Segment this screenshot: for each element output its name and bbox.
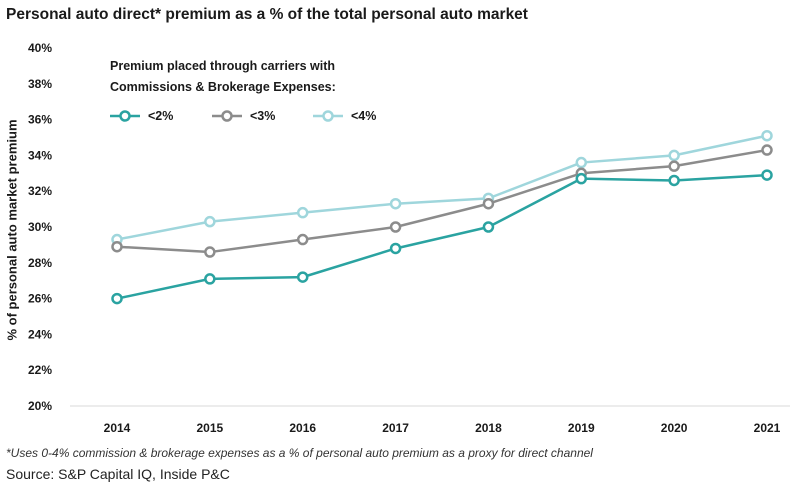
y-tick-label: 24% bbox=[28, 327, 52, 341]
y-tick-label: 22% bbox=[28, 363, 52, 377]
chart-title: Personal auto direct* premium as a % of … bbox=[6, 6, 528, 23]
data-point bbox=[389, 221, 402, 233]
data-point bbox=[761, 144, 773, 156]
x-tick-label: 2018 bbox=[475, 421, 502, 435]
x-tick-label: 2015 bbox=[197, 421, 224, 435]
legend: Premium placed through carriers with Com… bbox=[110, 59, 376, 123]
series-line bbox=[116, 134, 768, 241]
data-point bbox=[204, 215, 216, 228]
series-line bbox=[116, 148, 768, 254]
footnote: *Uses 0-4% commission & brokerage expens… bbox=[6, 446, 593, 460]
legend-items: <2% <3% <4% bbox=[110, 109, 376, 123]
legend-swatch-marker bbox=[221, 110, 233, 122]
series-markers bbox=[111, 129, 773, 305]
data-point bbox=[482, 221, 495, 233]
x-tick-label: 2017 bbox=[382, 421, 409, 435]
y-tick-label: 30% bbox=[28, 220, 52, 234]
legend-title-line1: Premium placed through carriers with bbox=[110, 59, 335, 73]
legend-swatch-marker bbox=[322, 110, 334, 122]
y-tick-label: 20% bbox=[28, 399, 52, 413]
data-point bbox=[204, 246, 216, 258]
legend-label: <2% bbox=[148, 109, 173, 123]
data-point bbox=[575, 156, 588, 169]
y-tick-label: 34% bbox=[28, 148, 52, 162]
x-tick-label: 2019 bbox=[568, 421, 595, 435]
data-point bbox=[111, 292, 123, 305]
legend-swatch-marker bbox=[119, 110, 131, 122]
x-tick-labels: 2014 2015 2016 2017 2018 2019 2020 2021 bbox=[104, 421, 781, 435]
x-tick-label: 2016 bbox=[289, 421, 316, 435]
data-point bbox=[296, 206, 309, 219]
data-point bbox=[389, 242, 402, 255]
data-point bbox=[761, 129, 773, 142]
y-tick-label: 36% bbox=[28, 113, 52, 127]
x-tick-label: 2014 bbox=[104, 421, 131, 435]
x-tick-label: 2020 bbox=[661, 421, 688, 435]
source-note: Source: S&P Capital IQ, Inside P&C bbox=[6, 466, 230, 482]
data-point bbox=[668, 160, 680, 172]
legend-label: <3% bbox=[250, 109, 275, 123]
y-tick-label: 38% bbox=[28, 77, 52, 91]
y-tick-label: 32% bbox=[28, 184, 52, 198]
data-point bbox=[668, 174, 680, 187]
data-point bbox=[296, 271, 309, 283]
data-point bbox=[575, 172, 588, 185]
data-point bbox=[482, 197, 495, 210]
line-chart: 20%22%24%26%28%30%32%34%36%38%40% 2014 20… bbox=[28, 41, 790, 435]
data-point bbox=[204, 273, 216, 285]
data-point bbox=[111, 240, 123, 253]
legend-title-line2: Commissions & Brokerage Expenses: bbox=[110, 80, 336, 94]
y-tick-label: 40% bbox=[28, 41, 52, 55]
data-point bbox=[296, 233, 309, 246]
legend-label: <4% bbox=[351, 109, 376, 123]
series-line bbox=[116, 173, 768, 300]
y-tick-labels: 20% 22% 24% 26% 28% 30% 32% 34% 36% 38% 40% bbox=[28, 41, 52, 413]
y-tick-label: 26% bbox=[28, 292, 52, 306]
series-lines bbox=[116, 134, 768, 300]
data-point bbox=[761, 169, 773, 181]
x-tick-label: 2021 bbox=[754, 421, 781, 435]
data-point bbox=[389, 197, 402, 210]
data-point bbox=[668, 149, 680, 162]
y-tick-label: 28% bbox=[28, 256, 52, 270]
